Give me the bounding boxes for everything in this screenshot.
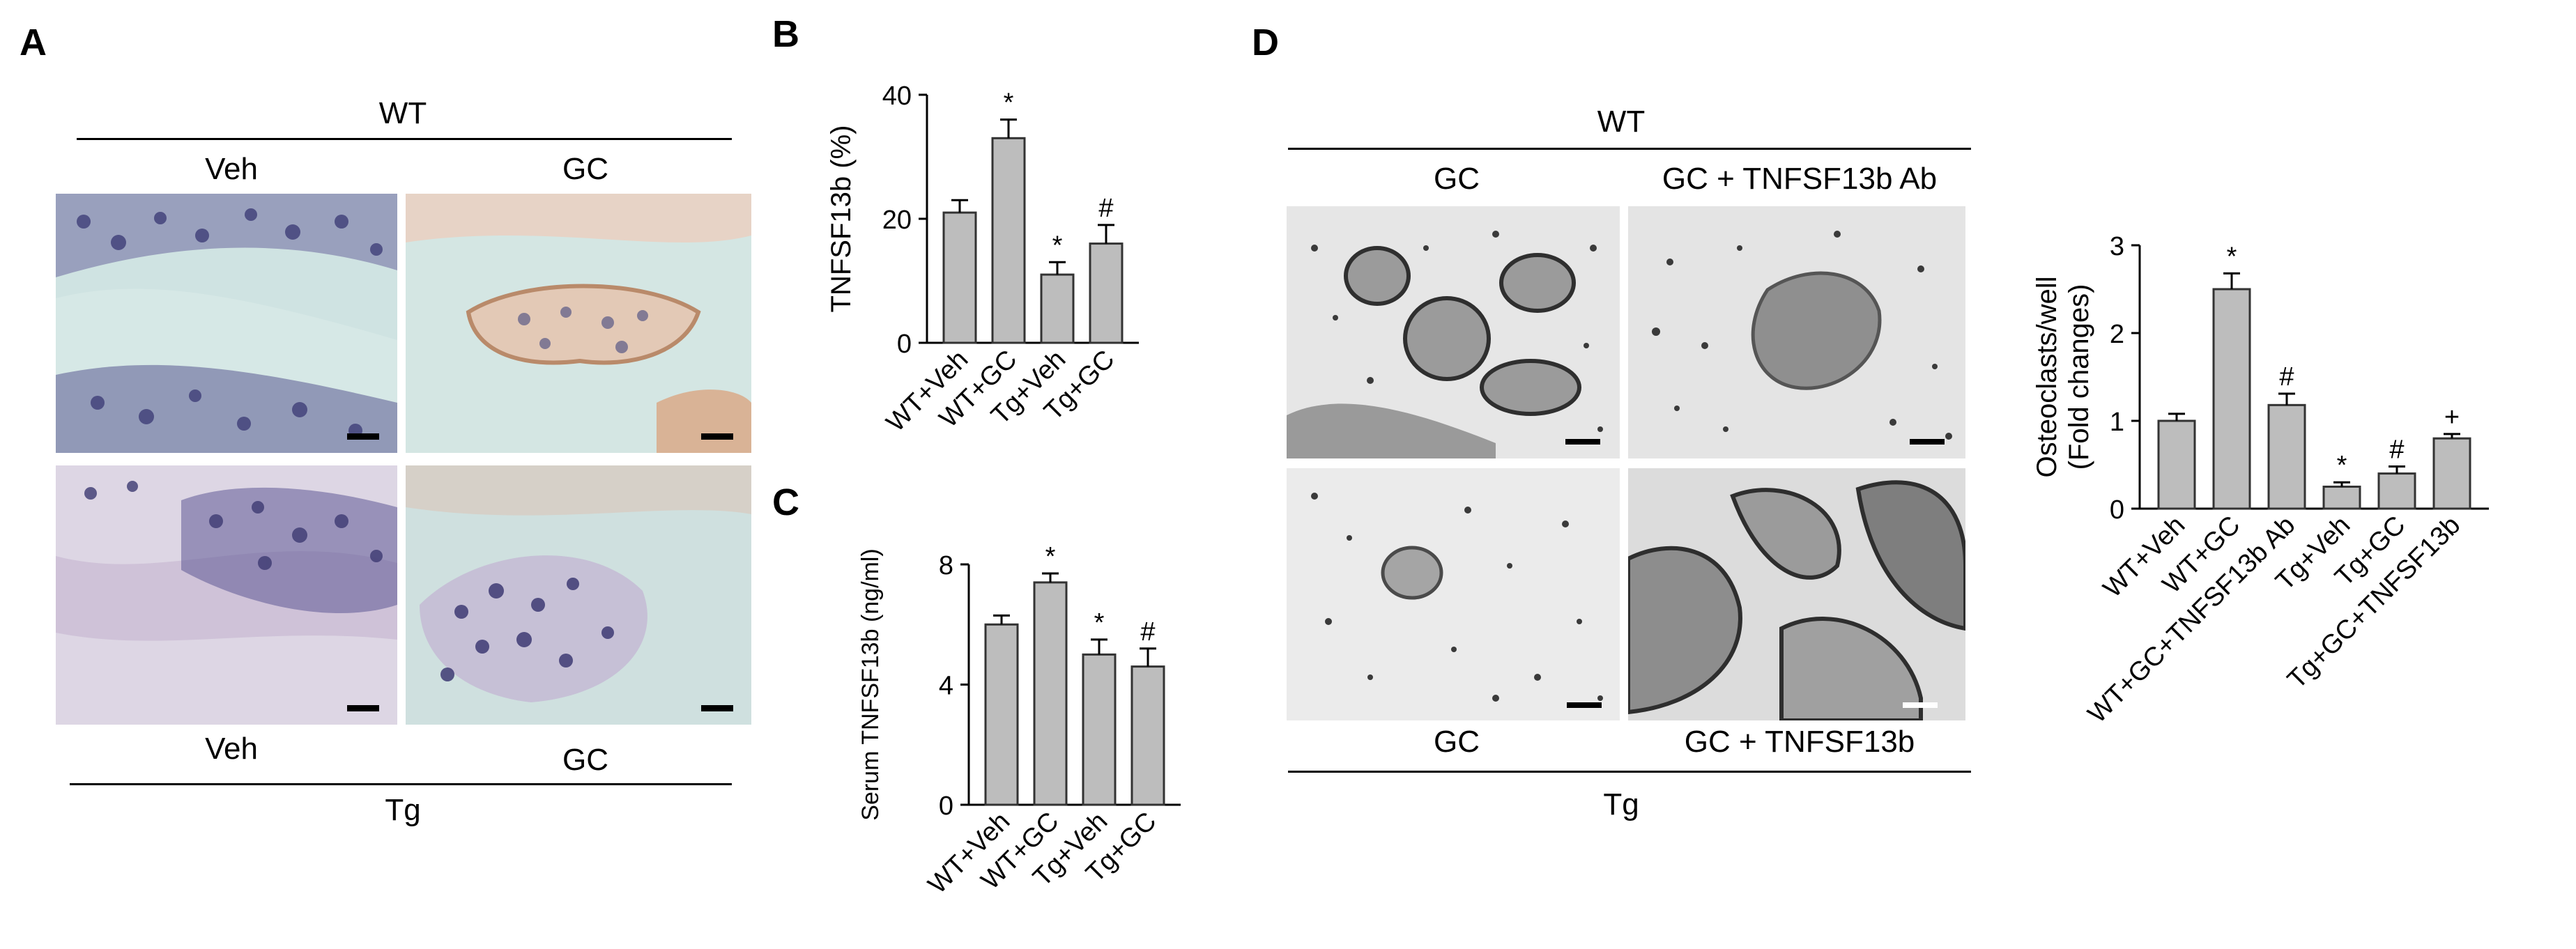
panel-d-col-label-gc-ab: GC + TNFSF13b Ab (1662, 162, 1938, 196)
bar (2432, 437, 2471, 510)
bar (942, 211, 977, 344)
bar (1033, 581, 1068, 806)
trap-image-wt-gc (1287, 206, 1620, 458)
bar (2212, 288, 2251, 510)
panel-a-bottom-group-label: Tg (385, 793, 421, 827)
y-tick-label: 8 (939, 551, 953, 580)
scale-bar-icon (347, 705, 379, 711)
y-tick-label: 40 (882, 82, 912, 111)
scale-bar-icon (347, 433, 379, 440)
y-tick-label: 0 (897, 330, 912, 359)
significance-marker: # (1140, 617, 1155, 647)
panel-a-col-label-gc: GC (562, 152, 608, 186)
bar (2322, 486, 2361, 510)
scale-bar-icon (1903, 702, 1938, 708)
panel-d-col-label-gc: GC (1434, 162, 1480, 196)
bar (1040, 273, 1075, 344)
significance-marker: # (2389, 435, 2404, 465)
bar (2157, 419, 2196, 510)
scale-bar-icon (701, 433, 733, 440)
panel-a-bottom-col-label-veh: Veh (205, 732, 258, 766)
panel-d-bottom-group-rule (1288, 771, 1971, 773)
y-tick-label: 20 (882, 206, 912, 235)
panel-a-bottom-col-label-gc: GC (562, 743, 608, 777)
panel-a-top-group-label: WT (378, 96, 427, 130)
scale-bar-icon (1567, 702, 1602, 708)
significance-marker: + (2444, 403, 2460, 432)
panel-letter-a: A (20, 22, 47, 63)
y-tick-label: 4 (939, 672, 953, 701)
significance-marker: * (1094, 608, 1105, 638)
bar (2267, 403, 2306, 510)
y-axis-label: TNFSF13b (%) (826, 125, 857, 313)
ihc-image-wt-veh (56, 194, 397, 453)
panel-a-col-label-veh: Veh (205, 152, 258, 186)
ihc-image-tg-gc (406, 465, 751, 725)
y-tick-label: 3 (2110, 232, 2124, 261)
y-axis-label: Serum TNFSF13b (ng/ml) (857, 548, 884, 820)
panel-d-bottom-col-label-gc-tnfsf13b: GC + TNFSF13b (1684, 725, 1915, 759)
trap-image-tg-gc (1287, 468, 1620, 720)
y-axis-label-line: (Fold changes) (2064, 284, 2094, 470)
panel-letter-d: D (1252, 22, 1279, 63)
panel-a-top-group-rule (77, 138, 732, 140)
bar (1082, 653, 1117, 806)
scale-bar-icon (1910, 439, 1945, 445)
scale-bar-icon (1565, 439, 1600, 445)
trap-image-wt-gc-ab (1628, 206, 1965, 458)
bar (984, 623, 1019, 806)
panel-letter-c: C (772, 481, 799, 523)
bar (2377, 472, 2416, 510)
ihc-image-tg-veh (56, 465, 397, 725)
panel-d-bottom-group-label: Tg (1603, 787, 1639, 821)
y-tick-label: 0 (2110, 495, 2124, 525)
significance-marker: # (2279, 362, 2294, 392)
y-tick-label: 2 (2110, 320, 2124, 349)
panel-letter-b: B (772, 13, 799, 55)
trap-image-tg-gc-tnfsf13b (1628, 468, 1965, 720)
y-tick-label: 0 (939, 792, 953, 821)
ihc-image-wt-gc (406, 194, 751, 453)
y-axis-label-line: Osteoclasts/well (2032, 277, 2062, 478)
y-tick-label: 1 (2110, 408, 2124, 437)
significance-marker: # (1098, 194, 1113, 223)
bar (1089, 242, 1124, 344)
significance-marker: * (2227, 242, 2237, 271)
panel-d-bottom-col-label-gc: GC (1434, 725, 1480, 759)
panel-d-top-group-rule (1288, 148, 1971, 150)
panel-a-bottom-group-rule (70, 783, 732, 785)
bar (1130, 665, 1165, 806)
panel-d-top-group-label: WT (1597, 105, 1646, 139)
significance-marker: * (1052, 231, 1063, 260)
significance-marker: * (2337, 451, 2347, 480)
significance-marker: * (1045, 542, 1056, 571)
significance-marker: * (1004, 88, 1014, 118)
bar (991, 137, 1026, 344)
scale-bar-icon (701, 705, 733, 711)
